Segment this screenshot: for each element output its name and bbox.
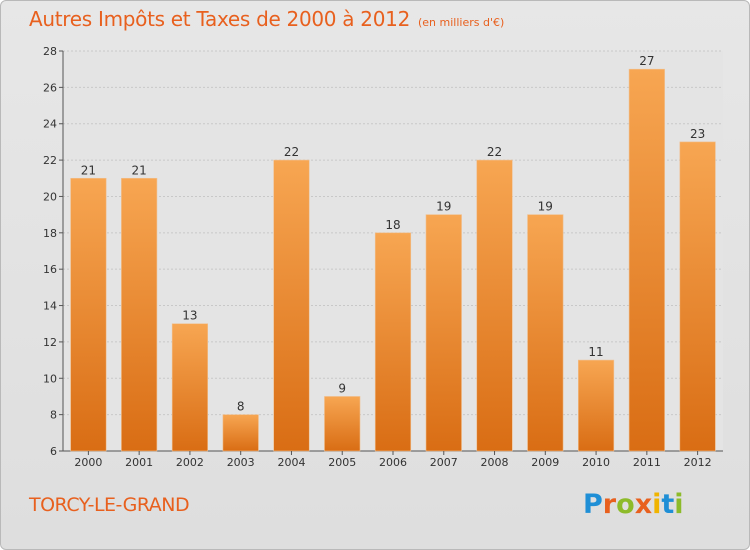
x-tick-label-2004: 2004 <box>277 456 305 469</box>
x-tick-label-2010: 2010 <box>582 456 610 469</box>
x-tick-label-2008: 2008 <box>481 456 509 469</box>
data-label-2007: 19 <box>436 200 451 214</box>
y-tick-label: 20 <box>43 190 57 203</box>
x-tick-label-2011: 2011 <box>633 456 661 469</box>
chart-subtitle: (en milliers d'€) <box>418 16 505 29</box>
bar-2007 <box>425 214 462 452</box>
data-label-2002: 13 <box>182 309 197 323</box>
bar-2002 <box>171 323 208 452</box>
chart-title-text: Autres Impôts et Taxes de 2000 à 2012 <box>29 7 410 31</box>
data-label-2001: 21 <box>132 163 147 177</box>
logo-letter: i <box>652 489 662 520</box>
x-tick-label-2001: 2001 <box>125 456 153 469</box>
proxiti-logo: Proxiti <box>583 489 684 520</box>
logo-letter: P <box>583 489 603 520</box>
data-label-2005: 9 <box>338 381 346 395</box>
logo-letter: o <box>616 489 635 520</box>
y-tick-label: 22 <box>43 154 57 167</box>
data-label-2009: 19 <box>538 200 553 214</box>
logo-letter: r <box>602 489 617 520</box>
y-tick-label: 14 <box>43 300 57 313</box>
data-label-2006: 18 <box>385 218 400 232</box>
data-label-2003: 8 <box>237 400 245 414</box>
logo-letter: t <box>661 489 675 520</box>
data-label-2000: 21 <box>81 163 96 177</box>
y-tick-label: 26 <box>43 81 57 94</box>
bar-2000 <box>70 177 107 452</box>
x-tick-label-2003: 2003 <box>227 456 255 469</box>
data-label-2004: 22 <box>284 145 299 159</box>
y-tick-label: 28 <box>43 45 57 58</box>
y-tick-label: 16 <box>43 263 57 276</box>
bar-2005 <box>324 396 361 452</box>
y-tick-label: 24 <box>43 118 57 131</box>
x-tick-label-2009: 2009 <box>531 456 559 469</box>
x-tick-label-2012: 2012 <box>684 456 712 469</box>
bar-2012 <box>679 141 716 452</box>
data-label-2011: 27 <box>639 54 654 68</box>
y-tick-label: 6 <box>50 445 57 458</box>
bar-2001 <box>121 177 158 452</box>
y-tick-label: 18 <box>43 227 57 240</box>
bar-2009 <box>527 214 564 452</box>
bar-2004 <box>273 159 310 452</box>
y-tick-label: 12 <box>43 336 57 349</box>
bar-2003 <box>222 414 259 452</box>
x-tick-label-2000: 2000 <box>74 456 102 469</box>
bar-2011 <box>628 68 665 452</box>
bar-2006 <box>374 232 412 452</box>
y-tick-label: 8 <box>50 409 57 422</box>
x-tick-label-2007: 2007 <box>430 456 458 469</box>
bar-2010 <box>578 359 615 452</box>
chart-title: Autres Impôts et Taxes de 2000 à 2012 (en… <box>29 7 504 31</box>
x-tick-label-2006: 2006 <box>379 456 407 469</box>
x-tick-label-2005: 2005 <box>328 456 356 469</box>
location-name: TORCY-LE-GRAND <box>29 494 190 516</box>
y-tick-label: 10 <box>43 372 57 385</box>
bar-2008 <box>476 159 513 452</box>
logo-letter: x <box>634 489 653 520</box>
logo-letter: i <box>674 489 684 520</box>
data-label-2008: 22 <box>487 145 502 159</box>
data-label-2010: 11 <box>588 345 603 359</box>
data-label-2012: 23 <box>690 127 705 141</box>
x-tick-label-2002: 2002 <box>176 456 204 469</box>
